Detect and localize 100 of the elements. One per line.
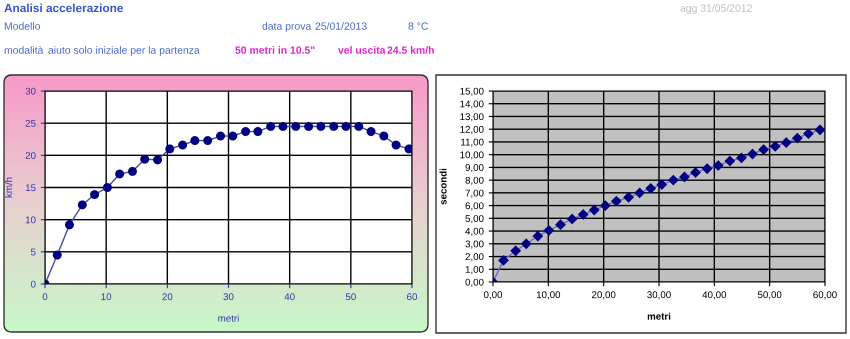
point bbox=[102, 182, 112, 192]
point bbox=[510, 246, 521, 256]
text: data prova bbox=[262, 22, 312, 32]
point bbox=[567, 214, 578, 224]
y-tick-label: 14,00 bbox=[460, 100, 484, 108]
point bbox=[404, 144, 412, 154]
point bbox=[316, 122, 326, 131]
y-tick-label: 15 bbox=[26, 184, 36, 192]
point bbox=[521, 238, 532, 249]
chart-title: Analisi accelerazione bbox=[4, 4, 124, 12]
x-tick-label: 30,00 bbox=[647, 291, 671, 300]
point bbox=[702, 164, 712, 174]
text: 8 °C bbox=[408, 22, 428, 30]
x-tick-label: 10 bbox=[102, 293, 112, 300]
y-tick-label: 9,00 bbox=[466, 164, 484, 172]
y-tick-label: 10,00 bbox=[460, 151, 484, 160]
x-tick-label: 0,00 bbox=[484, 291, 502, 300]
point bbox=[153, 155, 162, 164]
point bbox=[792, 133, 802, 144]
y-tick-label: 5 bbox=[30, 248, 36, 256]
text: modalità bbox=[4, 46, 44, 54]
y-tick-label: 2,00 bbox=[466, 253, 484, 262]
point bbox=[544, 225, 554, 236]
text: 50 metri in 10.5" bbox=[235, 46, 315, 54]
point bbox=[354, 122, 364, 131]
point bbox=[304, 122, 314, 131]
point bbox=[278, 122, 288, 131]
y-tick-label: 3,00 bbox=[465, 240, 484, 249]
point bbox=[600, 200, 610, 211]
y-tick-label: 6,00 bbox=[466, 202, 484, 210]
point bbox=[366, 127, 376, 136]
point bbox=[329, 122, 338, 131]
text: agg 31/05/2012 bbox=[680, 4, 752, 14]
point bbox=[679, 172, 690, 182]
text: 25/01/2013 bbox=[316, 22, 367, 30]
point bbox=[713, 160, 724, 171]
text: Modello bbox=[4, 22, 40, 30]
x-tick-label: 40 bbox=[284, 293, 295, 300]
point bbox=[781, 137, 792, 148]
point bbox=[266, 122, 276, 131]
x-tick-label: 0 bbox=[42, 293, 48, 300]
point bbox=[770, 141, 780, 152]
y-tick-label: 8,00 bbox=[465, 176, 484, 185]
point bbox=[64, 220, 74, 230]
y-tick-label: 10 bbox=[26, 216, 36, 224]
x-tick-label: 50 bbox=[346, 293, 356, 300]
point bbox=[178, 140, 188, 150]
y-tick-label: 20 bbox=[26, 152, 36, 159]
point bbox=[646, 183, 656, 194]
y-axis-title: km/h bbox=[4, 178, 12, 198]
y-tick-label: 4,00 bbox=[465, 228, 484, 236]
point bbox=[555, 220, 566, 230]
point bbox=[736, 152, 747, 163]
point bbox=[241, 127, 250, 136]
point bbox=[498, 255, 509, 266]
point bbox=[190, 136, 200, 146]
point bbox=[128, 166, 137, 176]
point bbox=[623, 192, 634, 202]
point bbox=[216, 132, 226, 141]
point bbox=[589, 204, 600, 216]
point bbox=[803, 128, 814, 139]
point bbox=[690, 167, 701, 178]
point bbox=[115, 169, 124, 179]
point bbox=[90, 190, 100, 200]
text: 24.5 km/h bbox=[387, 46, 434, 54]
y-tick-label: 5,00 bbox=[465, 215, 484, 224]
point bbox=[747, 148, 758, 160]
x-tick-label: 10,00 bbox=[536, 291, 560, 300]
x-tick-label: 20,00 bbox=[592, 291, 616, 300]
point bbox=[253, 127, 262, 136]
point bbox=[78, 200, 87, 210]
point bbox=[341, 122, 350, 131]
point bbox=[228, 132, 238, 141]
point bbox=[140, 154, 150, 164]
x-axis-title: metri bbox=[648, 312, 670, 320]
y-axis-title: secondi bbox=[439, 168, 447, 205]
point bbox=[578, 209, 588, 220]
x-tick-label: 50,00 bbox=[758, 291, 782, 300]
y-tick-label: 12,00 bbox=[460, 126, 484, 134]
y-tick-label: 25 bbox=[26, 120, 36, 127]
x-tick-label: 60,00 bbox=[813, 291, 837, 300]
y-tick-label: 13,00 bbox=[460, 113, 484, 122]
y-tick-label: 1,00 bbox=[466, 266, 484, 274]
y-tick-label: 30 bbox=[26, 88, 36, 95]
x-tick-label: 60 bbox=[407, 293, 418, 300]
point bbox=[758, 144, 769, 155]
y-tick-label: 7,00 bbox=[466, 190, 484, 198]
text: aiuto solo iniziale per la partenza bbox=[48, 46, 200, 56]
x-tick-label: 30 bbox=[223, 293, 234, 300]
y-tick-label: 0,00 bbox=[465, 278, 484, 287]
point bbox=[724, 156, 735, 166]
y-tick-label: 15,00 bbox=[460, 88, 484, 96]
y-tick-label: 11,00 bbox=[461, 138, 484, 147]
y-tick-label: 0 bbox=[30, 280, 36, 288]
point bbox=[52, 250, 62, 260]
point bbox=[656, 179, 667, 190]
point bbox=[379, 132, 388, 141]
point bbox=[668, 175, 678, 186]
point bbox=[203, 136, 212, 146]
text: vel uscita bbox=[338, 46, 386, 54]
